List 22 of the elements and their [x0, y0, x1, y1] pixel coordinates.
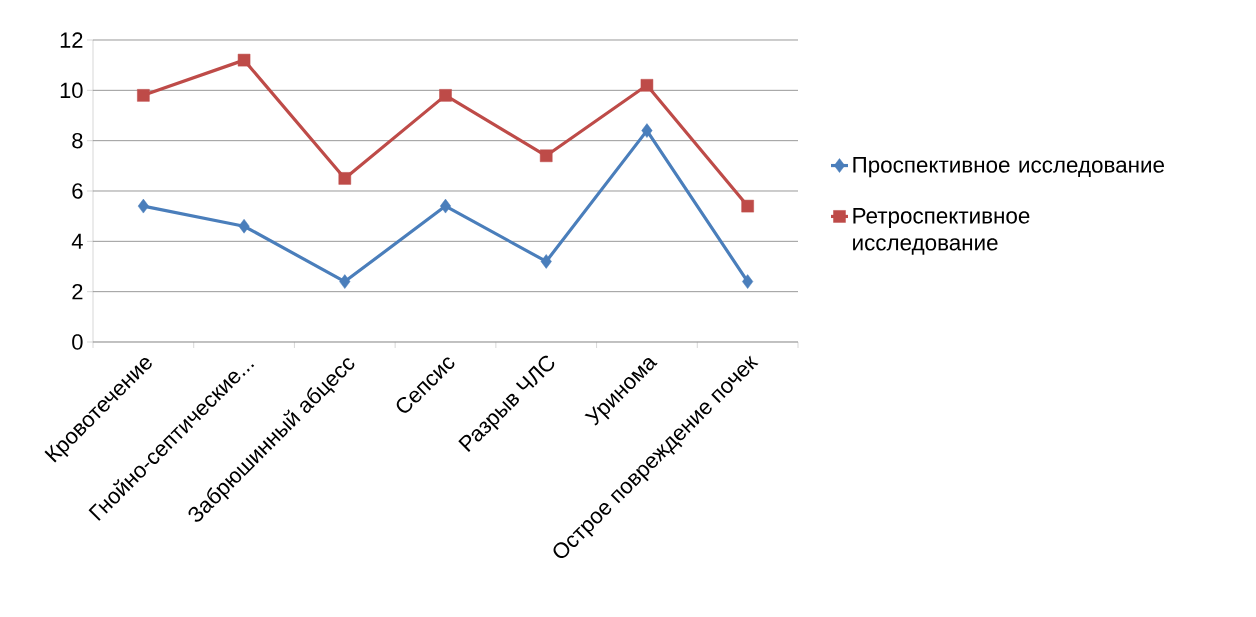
point — [338, 172, 352, 185]
point — [238, 218, 250, 234]
point — [741, 199, 754, 213]
y-tick-label: 8 — [72, 132, 83, 149]
point — [640, 79, 654, 92]
y-tick-label: 0 — [72, 334, 83, 350]
y-tick-label: 6 — [72, 183, 83, 199]
point — [539, 149, 553, 163]
point — [339, 274, 351, 289]
y-tick-label: 12 — [60, 32, 83, 48]
point — [137, 89, 150, 102]
point — [237, 53, 251, 67]
point — [540, 254, 552, 269]
point — [641, 123, 653, 138]
y-tick-label: 4 — [71, 233, 83, 249]
point — [137, 198, 149, 214]
point — [439, 89, 452, 102]
legend-label: Ретроспективное исследование — [853, 207, 1030, 255]
legend-label: Проспективное исследование — [853, 157, 1164, 178]
y-tick-label: 10 — [60, 82, 83, 99]
point — [742, 274, 754, 289]
y-tick-label: 2 — [72, 284, 83, 300]
